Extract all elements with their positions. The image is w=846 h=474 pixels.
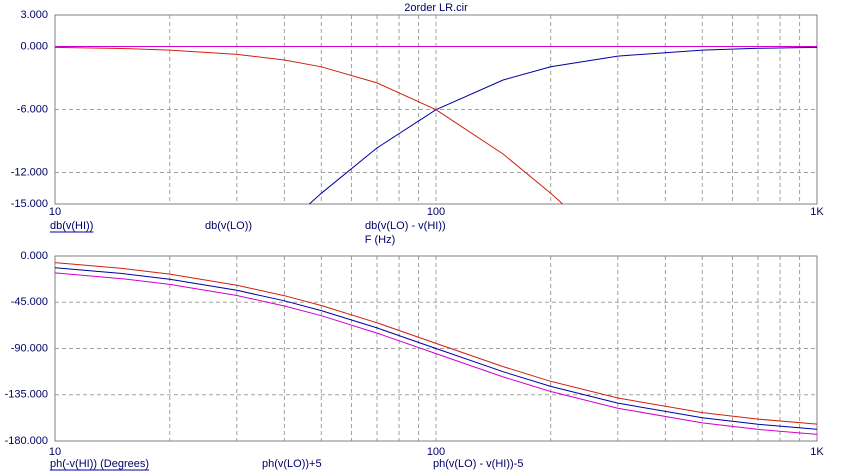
y-tick-label: -180.000 [5,435,48,447]
x-tick-label: 1K [810,206,824,218]
y-tick-label: 0.000 [20,40,48,52]
y-tick-label: 3.000 [20,9,48,21]
series-line [308,46,817,204]
y-tick-label: 0.000 [20,250,48,262]
plot-frame [54,255,818,442]
x-axis-label: F (Hz) [365,234,396,246]
series-line [55,46,564,204]
series-line [55,267,817,430]
plot-frame [54,14,818,205]
y-tick-label: -45.000 [11,296,48,308]
series-line [55,272,817,435]
legend-label: ph(v(LO))+5 [262,458,322,470]
x-tick-label: 10 [49,206,61,218]
x-tick-label: 100 [427,206,445,218]
series-line [55,262,817,425]
legend-label: db(v(LO) - v(HI)) [365,220,446,232]
x-tick-label: 1K [810,446,824,458]
chart-title: 2order LR.cir [404,2,468,14]
legend-label: db(v(LO)) [205,220,252,232]
legend-label: ph(-v(HI)) (Degrees) [50,458,149,470]
legend-label: ph(v(LO) - v(HI))-5 [433,458,523,470]
x-tick-label: 100 [427,446,445,458]
y-tick-label: -6.000 [17,103,48,115]
y-tick-label: -12.000 [11,166,48,178]
y-tick-label: -135.000 [5,389,48,401]
legend-label: db(v(HI)) [50,220,93,232]
y-tick-label: -90.000 [11,342,48,354]
x-tick-label: 10 [49,446,61,458]
y-tick-label: -15.000 [11,198,48,210]
